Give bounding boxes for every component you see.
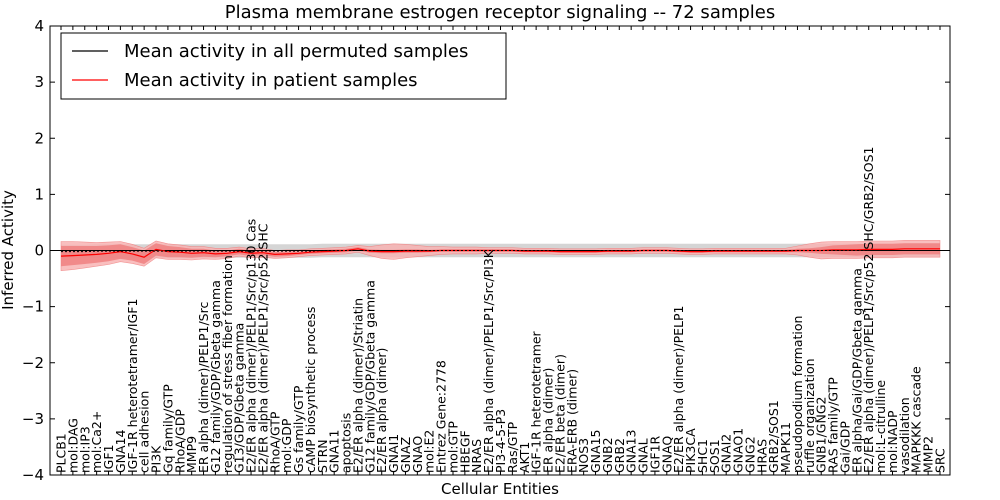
y-tick-label: 3 xyxy=(34,73,44,91)
y-tick-label: −1 xyxy=(22,298,44,316)
entity-label: Gq family/GTP xyxy=(160,384,175,473)
entity-label: mol:E2 xyxy=(422,430,437,473)
entity-label: MMP2 xyxy=(921,436,936,473)
entity-label: HBEGF xyxy=(457,430,472,473)
entity-label: ER alpha/Gai/GDP/Gbeta gamma xyxy=(849,268,864,473)
entity-label: GNAO1 xyxy=(731,428,746,473)
y-axis-ticks: −4 −3 −2 −1 0 1 2 3 4 xyxy=(22,17,950,484)
entity-label: regulation of stress fiber formation xyxy=(220,255,235,473)
entity-label: IGF-1R heterotetramer/IGF1 xyxy=(125,299,140,473)
y-tick-label: −4 xyxy=(22,466,44,484)
entity-label: IGF1R xyxy=(647,435,662,473)
entity-label: STRN xyxy=(315,439,330,473)
series-lines xyxy=(50,248,950,258)
entity-label: RhoA/GTP xyxy=(267,411,282,473)
entity-label: mol:IP3 xyxy=(77,426,92,473)
entity-label: SRC xyxy=(933,448,948,473)
entity-label: SOS1 xyxy=(707,439,722,473)
entity-label: GNAO xyxy=(410,436,425,473)
entity-label: E2/ER alpha (dimer)/PELP1/Src/p130 Cas xyxy=(244,219,259,473)
entity-label: IGF1 xyxy=(101,444,116,473)
x-axis-ticks xyxy=(60,26,941,475)
y-axis-label: Inferred Activity xyxy=(0,190,17,310)
entity-label: GNA15 xyxy=(588,430,603,474)
entity-label: E2/ER beta (dimer) xyxy=(552,354,567,473)
entity-label: Ras/GTP xyxy=(505,421,520,473)
entity-label: G12 family/GDP/Gbeta gamma xyxy=(208,280,223,473)
entity-label: cell adhesion xyxy=(137,391,152,473)
entity-label: GNA14 xyxy=(113,429,128,473)
y-tick-label: 0 xyxy=(34,242,44,260)
entity-label: mol:GTP xyxy=(446,421,461,473)
entity-label: PLCB1 xyxy=(54,433,69,473)
entity-label: GNB1/GNG2 xyxy=(814,397,829,473)
entity-label: RhoA/GDP xyxy=(172,409,187,473)
entity-label: ERA-ERB (dimer) xyxy=(564,369,579,473)
entity-label: mol:GDP xyxy=(279,418,294,473)
patient-band-inner xyxy=(61,243,940,267)
entity-label: GRB2 xyxy=(612,438,627,473)
entity-label: apoptosis xyxy=(339,413,354,473)
entity-label: GNAL xyxy=(636,438,651,473)
entity-label: GNAQ xyxy=(659,436,674,473)
entity-label: ER alpha (dimer)/PELP1/Src xyxy=(196,302,211,473)
entity-label: AKT1 xyxy=(517,442,532,473)
entity-label: ER alpha (dimer) xyxy=(541,368,556,473)
entity-label: MAPKKK cascade xyxy=(909,366,924,473)
entity-label: G13/GDP/Gbeta gamma xyxy=(232,323,247,473)
entity-label: cAMP biosynthetic process xyxy=(303,307,318,473)
entity-label: NOS3 xyxy=(576,438,591,473)
entity-label: Entrez Gene:2778 xyxy=(434,360,449,473)
chart-title: Plasma membrane estrogen receptor signal… xyxy=(225,2,776,23)
entity-label: PI3K xyxy=(149,445,164,473)
y-tick-label: 1 xyxy=(34,185,44,203)
legend: Mean activity in all permuted samples Me… xyxy=(60,32,507,100)
entity-label: G12 family/GDP/Gbeta gamma xyxy=(362,280,377,473)
entity-label: mol:L-citrulline xyxy=(873,380,888,473)
entity-label: E2/ER alpha (dimer)/Striatin xyxy=(351,298,366,473)
entity-label: MMP9 xyxy=(184,436,199,473)
entity-label: ruffle organization xyxy=(802,358,817,473)
entity-label: E2/ER alpha (dimer)/PELP1 xyxy=(671,305,686,473)
entity-label: SHC1 xyxy=(695,439,710,473)
legend-permuted-label: Mean activity in all permuted samples xyxy=(124,41,468,62)
entity-label: GNB2 xyxy=(600,437,615,473)
entity-label: GNG2 xyxy=(742,436,757,473)
entity-label: mol:Ca2+ xyxy=(89,411,104,473)
legend-patient-label: Mean activity in patient samples xyxy=(124,70,418,91)
entity-label: GNAZ xyxy=(398,437,413,473)
entity-label: E2/ER alpha (dimer)/PELP1/Src/p52 SHC xyxy=(255,223,270,473)
entity-label: Gai/GDP xyxy=(838,421,853,473)
entity-label: mol:NADP xyxy=(885,410,900,473)
entity-label: GNA13 xyxy=(624,430,639,474)
entity-label: PI3-4-5-P3 xyxy=(493,409,508,473)
entity-label: GNA11 xyxy=(327,430,342,474)
patient-band-outer xyxy=(60,240,941,272)
entity-label: PIK3CA xyxy=(683,428,698,473)
y-tick-label: −3 xyxy=(22,410,44,428)
entity-label: IGF-1R heterotetramer xyxy=(529,330,544,473)
entity-label: mol:DAG xyxy=(65,418,80,473)
entity-label: E2/ER alpha (dimer) xyxy=(374,348,389,473)
y-tick-label: 4 xyxy=(34,17,44,35)
y-tick-label: −2 xyxy=(22,354,44,372)
entity-label: HRAS xyxy=(754,439,769,473)
entity-label: pseudopodium formation xyxy=(790,316,805,473)
entity-label: GRB2/SOS1 xyxy=(766,400,781,473)
entity-labels: PLCB1mol:DAGmol:IP3mol:Ca2+IGF1GNA14IGF-… xyxy=(54,147,948,473)
entity-label: Gs family/GTP xyxy=(291,385,306,473)
y-tick-label: 2 xyxy=(34,129,44,147)
permuted-series-line xyxy=(61,250,940,253)
entity-label: GNAI2 xyxy=(719,434,734,473)
x-axis-label: Cellular Entities xyxy=(441,480,559,498)
entity-label: E2/ER alpha (dimer)/PELP1/Src/PI3K xyxy=(481,249,496,473)
entity-label: NRAS xyxy=(469,439,484,473)
legend-box xyxy=(60,32,507,100)
entity-label: E2/ER alpha (dimer)/PELP1/Src/p52 SHC/GR… xyxy=(861,147,876,473)
entity-label: vasodilation xyxy=(897,397,912,473)
entity-label: RAS family/GTP xyxy=(826,377,841,473)
entity-label: GNAI1 xyxy=(386,434,401,473)
entity-label: MAPK11 xyxy=(778,422,793,473)
